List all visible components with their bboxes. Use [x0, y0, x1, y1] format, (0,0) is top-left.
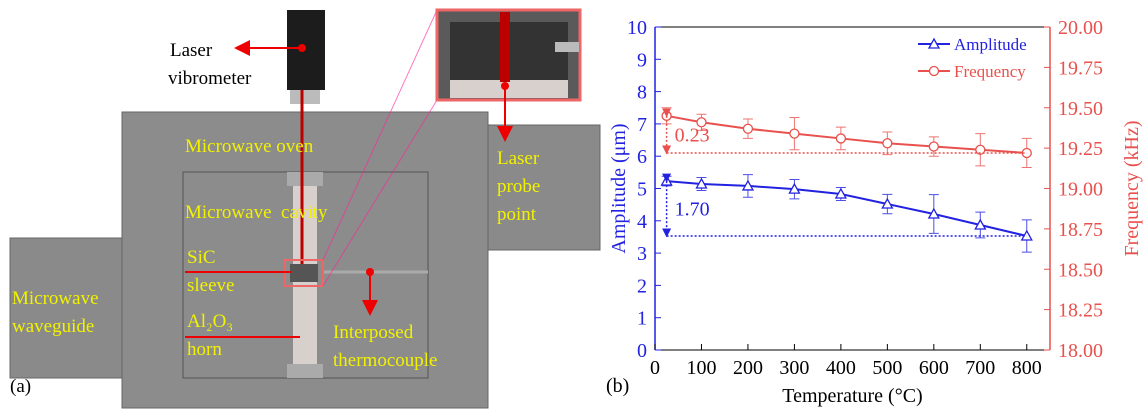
y-tick-label: 1	[637, 308, 647, 330]
legend-marker	[930, 67, 939, 76]
panel-label: (a)	[10, 376, 31, 397]
point	[743, 124, 752, 133]
point	[883, 139, 892, 148]
y-tick-label: 8	[637, 82, 647, 104]
y2-axis-label: Frequency (kHz)	[1121, 120, 1143, 256]
y-tick-label: 3	[637, 243, 647, 265]
x-axis-label: Temperature (°C)	[782, 385, 922, 407]
figure: Laservibrometer Microwave oven Microwave…	[0, 0, 1148, 411]
y2-tick-label: 19.75	[1058, 57, 1103, 79]
x-tick-label: 700	[965, 357, 995, 379]
y-axis-label: Amplitude (μm)	[608, 123, 630, 253]
y-tick-label: 5	[637, 179, 647, 201]
x-tick-label: 600	[919, 357, 949, 379]
inset-horn	[450, 80, 568, 98]
y-tick-label: 6	[637, 146, 647, 168]
y-tick-label: 7	[637, 114, 647, 136]
x-tick-label: 400	[826, 357, 856, 379]
y2-tick-label: 20.00	[1058, 17, 1103, 39]
x-tick-label: 500	[872, 357, 902, 379]
x-tick-label: 0	[650, 357, 660, 379]
vibrometer	[287, 10, 325, 90]
y2-tick-label: 18.25	[1058, 300, 1103, 322]
inset-beam	[500, 12, 510, 82]
y-tick-label: 4	[637, 211, 647, 233]
y2-tick-label: 19.25	[1058, 138, 1103, 160]
point	[836, 134, 845, 143]
annotation: 0.23	[675, 124, 710, 146]
legend-label: Frequency	[954, 62, 1026, 81]
label: Microwave cavity	[185, 202, 328, 223]
y2-tick-label: 18.75	[1058, 219, 1103, 241]
y-tick-label: 9	[637, 49, 647, 71]
y2-tick-label: 19.00	[1058, 179, 1103, 201]
horn-cap	[287, 172, 323, 186]
x-tick-label: 800	[1012, 357, 1042, 379]
x-tick-label: 300	[779, 357, 809, 379]
y2-tick-label: 18.50	[1058, 259, 1103, 281]
point	[929, 142, 938, 151]
y2-tick-label: 19.50	[1058, 98, 1103, 120]
y-tick-label: 10	[627, 17, 647, 39]
x-tick-label: 200	[733, 357, 763, 379]
panel-label: (b)	[606, 375, 629, 397]
y-tick-label: 0	[637, 340, 647, 362]
legend-label: Amplitude	[954, 35, 1027, 54]
y-tick-label: 2	[637, 275, 647, 297]
annotation: 1.70	[675, 199, 710, 221]
point	[790, 129, 799, 138]
sleeve	[290, 264, 318, 282]
y2-tick-label: 18.00	[1058, 340, 1103, 362]
x-tick-label: 100	[686, 357, 716, 379]
label: Microwave oven	[185, 136, 314, 157]
horn-cap	[287, 364, 323, 378]
vibrometer-mount	[290, 90, 320, 104]
inset-thermocouple	[555, 42, 579, 52]
